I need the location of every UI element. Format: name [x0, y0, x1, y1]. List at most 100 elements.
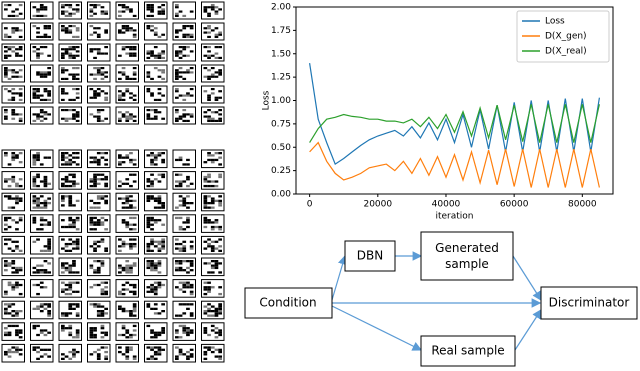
digit-pixel	[189, 240, 194, 243]
digit-pixel	[43, 178, 48, 181]
digit-pixel	[36, 117, 40, 120]
digit-pixel	[189, 312, 194, 315]
digit-pixel	[75, 331, 80, 334]
digit-pixel	[161, 117, 165, 120]
digit-pixel	[15, 52, 19, 55]
digit-pixel	[150, 249, 154, 252]
digit-pixel	[104, 219, 108, 222]
digit-pixel	[132, 242, 137, 246]
digit-pixel	[153, 56, 158, 59]
digit-pixel	[32, 221, 37, 224]
digit-pixel	[18, 249, 23, 252]
digit-pixel	[96, 73, 101, 76]
digit-pixel	[150, 52, 154, 55]
digit-pixel	[96, 161, 101, 164]
digit-pixel	[129, 113, 133, 116]
digit-pixel	[61, 178, 65, 181]
digit-cell	[144, 43, 168, 62]
digit-pixel	[157, 219, 162, 222]
digit-pixel	[75, 219, 80, 222]
digit-pixel	[186, 286, 190, 289]
digit-pixel	[4, 262, 8, 265]
digit-pixel	[210, 29, 215, 32]
digit-pixel	[32, 327, 37, 330]
digit-pixel	[161, 94, 165, 97]
digit-pixel	[178, 350, 183, 354]
digit-pixel	[175, 355, 179, 358]
digit-pixel	[4, 312, 8, 315]
digit-pixel	[32, 163, 37, 166]
digit-pixel	[96, 94, 101, 97]
digit-pixel	[203, 346, 208, 349]
digit-pixel	[153, 269, 158, 272]
digit-pixel	[89, 331, 94, 334]
digit-pixel	[96, 111, 101, 114]
digit-pixel	[36, 96, 40, 99]
digit-pixel	[39, 6, 44, 9]
digit-pixel	[161, 202, 165, 205]
digit-pixel	[132, 33, 137, 36]
digit-pixel	[207, 348, 211, 351]
digit-pixel	[68, 158, 73, 162]
legend-label: Loss	[545, 17, 565, 27]
digit-pixel	[182, 197, 187, 200]
digit-pixel	[207, 281, 211, 284]
digit-pixel	[186, 271, 190, 274]
digit-pixel	[132, 333, 137, 337]
digit-pixel	[207, 303, 211, 306]
digit-pixel	[47, 262, 51, 265]
digit-pixel	[125, 111, 130, 114]
digit-pixel	[47, 310, 51, 313]
digit-pixel	[61, 117, 65, 120]
digit-pixel	[118, 264, 122, 267]
digit-pixel	[32, 88, 37, 91]
digit-pixel	[96, 71, 101, 74]
digit-pixel	[146, 4, 151, 7]
digit-pixel	[4, 333, 8, 337]
digit-pixel	[68, 161, 73, 164]
digit-pixel	[43, 199, 48, 202]
digit-pixel	[121, 4, 126, 7]
digit-pixel	[129, 266, 133, 270]
digit-pixel	[218, 90, 222, 93]
digit-pixel	[61, 353, 65, 356]
digit-pixel	[72, 46, 76, 49]
digit-pixel	[68, 283, 73, 287]
digit-pixel	[104, 333, 108, 337]
digit-pixel	[43, 286, 48, 289]
digit-pixel	[89, 353, 94, 356]
digit-pixel	[150, 50, 154, 53]
digit-pixel	[207, 12, 211, 15]
digit-pixel	[32, 324, 37, 328]
digit-pixel	[64, 77, 69, 80]
digit-pixel	[186, 329, 190, 332]
digit-pixel	[68, 202, 73, 205]
digit-pixel	[150, 8, 154, 11]
digit-pixel	[75, 115, 80, 118]
digit-pixel	[175, 173, 179, 176]
digit-pixel	[18, 4, 23, 7]
digit-pixel	[96, 27, 101, 30]
digit-pixel	[161, 240, 165, 243]
digit-pixel	[157, 10, 162, 13]
digit-pixel	[11, 324, 16, 328]
digit-pixel	[218, 73, 222, 76]
digit-pixel	[93, 269, 97, 272]
digit-pixel	[150, 4, 154, 7]
digit-pixel	[129, 242, 133, 246]
digit-pixel	[61, 184, 65, 188]
digit-pixel	[64, 156, 69, 159]
digit-pixel	[72, 109, 76, 112]
digit-pixel	[175, 50, 179, 53]
digit-pixel	[7, 238, 12, 241]
digit-pixel	[153, 154, 158, 157]
digit-pixel	[129, 346, 133, 349]
digit-pixel	[4, 8, 8, 11]
digit-pixel	[146, 73, 151, 76]
digit-pixel	[72, 271, 76, 274]
digit-cell	[172, 214, 196, 233]
digit-pixel	[129, 216, 133, 220]
digit-pixel	[96, 348, 101, 351]
digit-pixel	[36, 206, 40, 209]
digit-pixel	[64, 14, 69, 17]
